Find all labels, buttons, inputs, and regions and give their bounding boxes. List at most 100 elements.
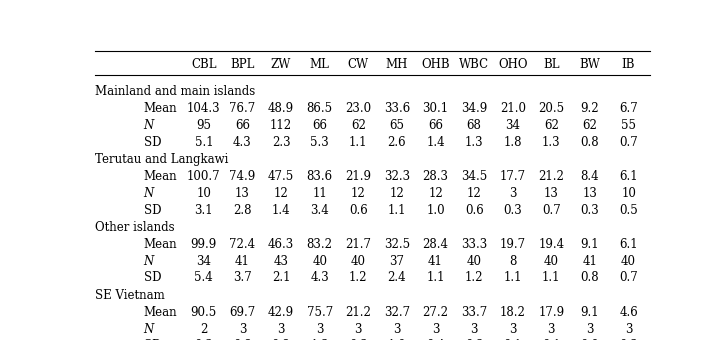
Text: IB: IB [622,58,636,71]
Text: 32.5: 32.5 [384,238,410,251]
Text: 2.4: 2.4 [388,271,406,285]
Text: BW: BW [580,58,600,71]
Text: 33.6: 33.6 [384,102,410,115]
Text: 40: 40 [621,255,636,268]
Text: 41: 41 [583,255,597,268]
Text: 3: 3 [586,323,594,336]
Text: MH: MH [385,58,408,71]
Text: 68: 68 [466,119,482,132]
Text: 3: 3 [625,323,633,336]
Text: 4.3: 4.3 [233,136,252,149]
Text: 6.7: 6.7 [619,102,638,115]
Text: 0.2: 0.2 [465,339,484,340]
Text: 75.7: 75.7 [307,306,333,319]
Text: 6.1: 6.1 [620,238,638,251]
Text: 2: 2 [200,323,208,336]
Text: 12: 12 [390,187,404,200]
Text: 1.3: 1.3 [542,136,560,149]
Text: 18.2: 18.2 [500,306,526,319]
Text: 11: 11 [312,187,327,200]
Text: 32.3: 32.3 [384,170,410,183]
Text: 17.9: 17.9 [539,306,565,319]
Text: SD: SD [144,339,161,340]
Text: 0.6: 0.6 [349,204,368,217]
Text: 72.4: 72.4 [229,238,255,251]
Text: 3: 3 [509,323,516,336]
Text: Mean: Mean [144,306,177,319]
Text: 3: 3 [471,323,478,336]
Text: 21.7: 21.7 [346,238,372,251]
Text: Mean: Mean [144,102,177,115]
Text: 112: 112 [270,119,292,132]
Text: 43: 43 [273,255,288,268]
Text: 9.1: 9.1 [581,238,599,251]
Text: SD: SD [144,204,161,217]
Text: 0.8: 0.8 [272,339,291,340]
Text: 0.6: 0.6 [465,204,484,217]
Text: 0.1: 0.1 [542,339,560,340]
Text: 0.3: 0.3 [619,339,638,340]
Text: 1.0: 1.0 [388,339,406,340]
Text: 10: 10 [621,187,636,200]
Text: 3: 3 [547,323,555,336]
Text: 34.9: 34.9 [461,102,487,115]
Text: 55: 55 [621,119,636,132]
Text: 66: 66 [235,119,250,132]
Text: 1.3: 1.3 [465,136,484,149]
Text: N: N [144,187,154,200]
Text: 34: 34 [505,119,521,132]
Text: 69.7: 69.7 [229,306,255,319]
Text: 3: 3 [278,323,285,336]
Text: OHB: OHB [422,58,450,71]
Text: 62: 62 [544,119,559,132]
Text: 32.7: 32.7 [384,306,410,319]
Text: 33.7: 33.7 [461,306,487,319]
Text: OHO: OHO [498,58,528,71]
Text: 95: 95 [197,119,211,132]
Text: 21.2: 21.2 [346,306,371,319]
Text: N: N [144,119,154,132]
Text: 12: 12 [428,187,443,200]
Text: 1.3: 1.3 [310,339,329,340]
Text: 83.2: 83.2 [307,238,333,251]
Text: 86.5: 86.5 [307,102,333,115]
Text: 28.3: 28.3 [422,170,448,183]
Text: 2.3: 2.3 [272,136,291,149]
Text: 41: 41 [428,255,443,268]
Text: 0.8: 0.8 [581,271,599,285]
Text: 76.7: 76.7 [229,102,255,115]
Text: Terutau and Langkawi: Terutau and Langkawi [95,153,228,166]
Text: 28.4: 28.4 [422,238,448,251]
Text: 1.4: 1.4 [426,136,445,149]
Text: 0.4: 0.4 [426,339,445,340]
Text: 9.2: 9.2 [581,102,599,115]
Text: 0.7: 0.7 [542,204,561,217]
Text: 37: 37 [390,255,404,268]
Text: 2.6: 2.6 [388,136,406,149]
Text: 1.1: 1.1 [349,136,367,149]
Text: 42.9: 42.9 [268,306,294,319]
Text: 66: 66 [428,119,443,132]
Text: 3: 3 [354,323,362,336]
Text: 30.1: 30.1 [422,102,448,115]
Text: 0.7: 0.7 [619,136,638,149]
Text: 0.1: 0.1 [503,339,522,340]
Text: 1.1: 1.1 [542,271,560,285]
Text: 4.6: 4.6 [619,306,638,319]
Text: 8.4: 8.4 [581,170,599,183]
Text: 19.7: 19.7 [500,238,526,251]
Text: 104.3: 104.3 [187,102,221,115]
Text: 48.9: 48.9 [268,102,294,115]
Text: Mean: Mean [144,170,177,183]
Text: 90.5: 90.5 [191,306,217,319]
Text: 2.8: 2.8 [234,204,252,217]
Text: 2.1: 2.1 [272,271,291,285]
Text: 40: 40 [312,255,328,268]
Text: Mean: Mean [144,238,177,251]
Text: 0.8: 0.8 [233,339,252,340]
Text: 4.3: 4.3 [310,271,329,285]
Text: 21.0: 21.0 [500,102,526,115]
Text: 46.3: 46.3 [268,238,294,251]
Text: 34.5: 34.5 [461,170,487,183]
Text: 0.3: 0.3 [349,339,368,340]
